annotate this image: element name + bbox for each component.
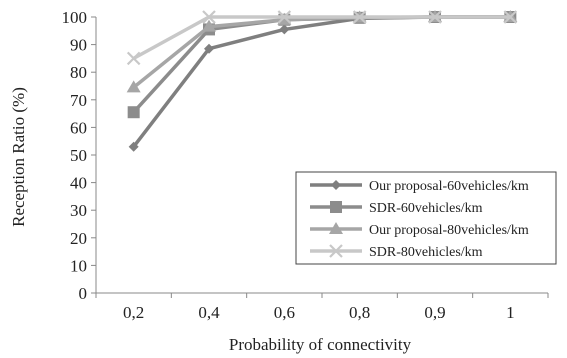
y-tick-label: 90: [70, 36, 87, 55]
y-axis-ticks: 0 10 20 30 40 50 60 70 80 90 100: [62, 8, 96, 303]
legend-item: SDR-80vehicles/km: [310, 244, 483, 260]
data-point: [128, 141, 139, 152]
x-tick-label: 1: [506, 303, 515, 322]
x-tick-label: 0,9: [424, 303, 445, 322]
x-tick-label: 0,6: [274, 303, 295, 322]
series-line: [132, 15, 511, 60]
y-tick-label: 60: [70, 118, 87, 137]
x-tick-label: 0,2: [123, 303, 144, 322]
legend-label: SDR-60vehicles/km: [369, 201, 483, 216]
x-axis-ticks: 0,2 0,4 0,6 0,8 0,9 1: [95, 293, 549, 322]
x-tick-label: 0,8: [349, 303, 370, 322]
data-point: [279, 24, 290, 35]
legend-item: Our proposal-60vehicles/km: [310, 179, 529, 194]
series-4: [126, 10, 518, 66]
series-line: [132, 15, 511, 148]
y-tick-label: 20: [70, 229, 87, 248]
x-tick-label: 0,4: [198, 303, 220, 322]
legend-label: Our proposal-80vehicles/km: [369, 223, 529, 238]
y-tick-label: 10: [70, 256, 87, 275]
data-point: [126, 51, 141, 66]
legend: Our proposal-60vehicles/km SDR-60vehicles…: [295, 171, 557, 265]
series-1: [128, 12, 516, 152]
legend-label: SDR-80vehicles/km: [369, 245, 483, 260]
legend-marker: [329, 244, 343, 258]
y-tick-label: 50: [70, 146, 87, 165]
data-point: [202, 19, 216, 32]
data-point: [503, 10, 518, 24]
legend-item: Our proposal-80vehicles/km: [310, 222, 529, 238]
y-tick-label: 40: [70, 174, 87, 193]
data-point: [202, 10, 216, 24]
legend-marker: [331, 180, 341, 190]
y-tick-label: 70: [70, 91, 87, 110]
data-point: [126, 80, 141, 93]
data-point: [127, 106, 140, 119]
legend-label: Our proposal-60vehicles/km: [369, 179, 529, 194]
legend-item: SDR-60vehicles/km: [310, 201, 483, 216]
y-axis-title: Reception Ratio (%): [9, 87, 28, 227]
y-tick-label: 100: [62, 8, 88, 27]
data-point: [277, 10, 292, 24]
series-2: [127, 11, 517, 119]
data-point: [204, 43, 214, 54]
legend-marker: [329, 222, 343, 234]
x-axis-title: Probability of connectivity: [229, 335, 412, 354]
y-tick-label: 80: [70, 63, 87, 82]
series-layer: [126, 10, 518, 152]
y-tick-label: 0: [79, 284, 88, 303]
y-tick-label: 30: [70, 201, 87, 220]
legend-marker: [330, 201, 342, 213]
data-point: [352, 10, 367, 24]
series-line: [132, 15, 511, 114]
data-point: [428, 10, 442, 24]
